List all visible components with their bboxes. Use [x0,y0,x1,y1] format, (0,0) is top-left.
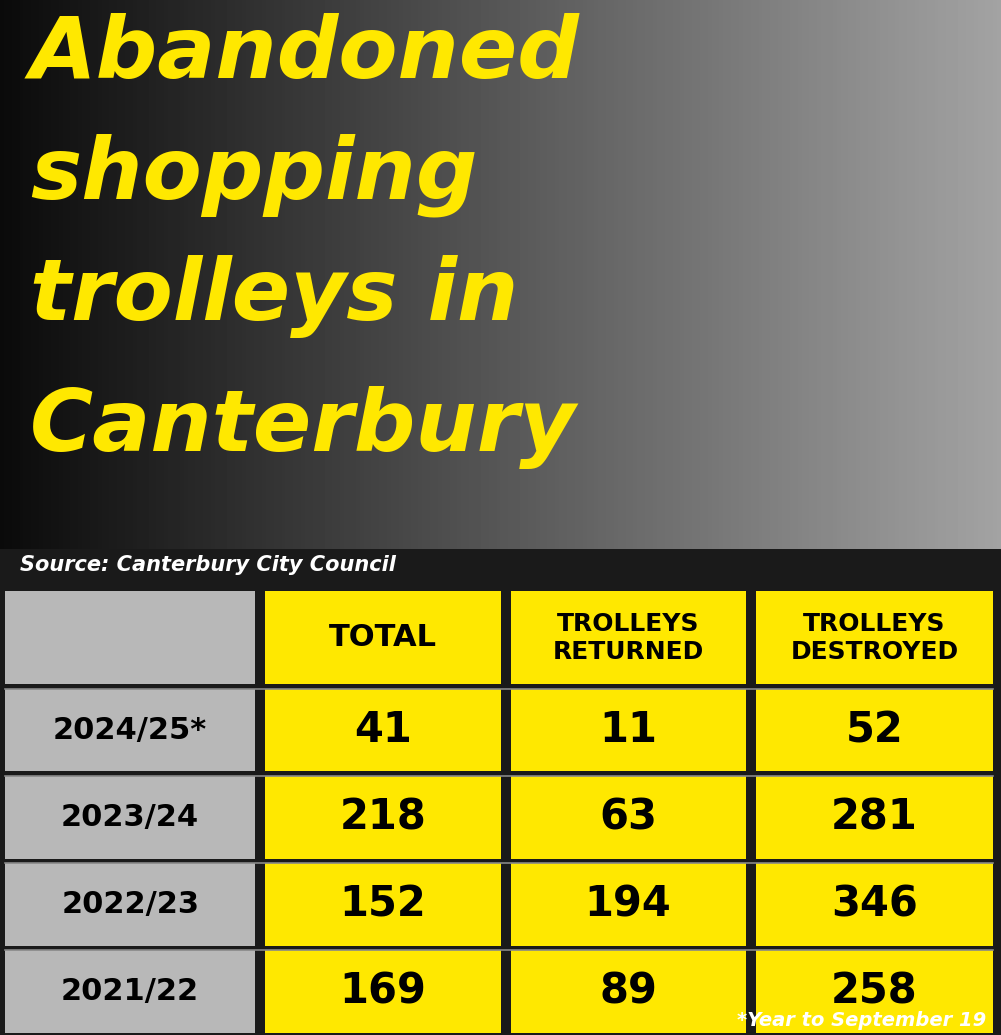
Text: 89: 89 [600,971,657,1012]
Text: 2022/23: 2022/23 [61,890,199,919]
FancyBboxPatch shape [511,863,746,946]
FancyBboxPatch shape [756,863,993,946]
Text: 41: 41 [354,709,411,751]
Text: 63: 63 [600,796,657,838]
Text: 258: 258 [831,971,918,1012]
Text: 2021/22: 2021/22 [61,977,199,1006]
FancyBboxPatch shape [756,950,993,1033]
FancyBboxPatch shape [511,776,746,859]
FancyBboxPatch shape [511,950,746,1033]
Text: TROLLEYS
RETURNED: TROLLEYS RETURNED [553,612,704,663]
Text: *Year to September 19: *Year to September 19 [737,1011,986,1031]
Text: 281: 281 [831,796,918,838]
FancyBboxPatch shape [265,689,500,771]
FancyBboxPatch shape [511,591,746,684]
Text: Source: Canterbury City Council: Source: Canterbury City Council [20,555,395,575]
FancyBboxPatch shape [511,689,746,771]
Text: 218: 218 [339,796,426,838]
FancyBboxPatch shape [5,591,255,684]
FancyBboxPatch shape [265,863,500,946]
FancyBboxPatch shape [756,591,993,684]
FancyBboxPatch shape [756,689,993,771]
Text: TROLLEYS
DESTROYED: TROLLEYS DESTROYED [791,612,958,663]
FancyBboxPatch shape [5,950,255,1033]
Text: 169: 169 [339,971,426,1012]
Text: Abandoned: Abandoned [30,13,580,96]
Text: 11: 11 [600,709,657,751]
Text: Canterbury: Canterbury [30,386,577,469]
Text: 2023/24: 2023/24 [61,803,199,832]
FancyBboxPatch shape [265,776,500,859]
FancyBboxPatch shape [265,950,500,1033]
Text: trolleys in: trolleys in [30,255,519,337]
FancyBboxPatch shape [5,863,255,946]
FancyBboxPatch shape [5,776,255,859]
FancyBboxPatch shape [265,591,500,684]
Text: TOTAL: TOTAL [329,623,436,652]
Text: 52: 52 [846,709,903,751]
FancyBboxPatch shape [756,776,993,859]
Text: 194: 194 [585,883,672,925]
Text: 2024/25*: 2024/25* [53,715,207,744]
Text: shopping: shopping [30,134,477,217]
Text: 346: 346 [831,883,918,925]
FancyBboxPatch shape [5,689,255,771]
Text: 152: 152 [339,883,426,925]
